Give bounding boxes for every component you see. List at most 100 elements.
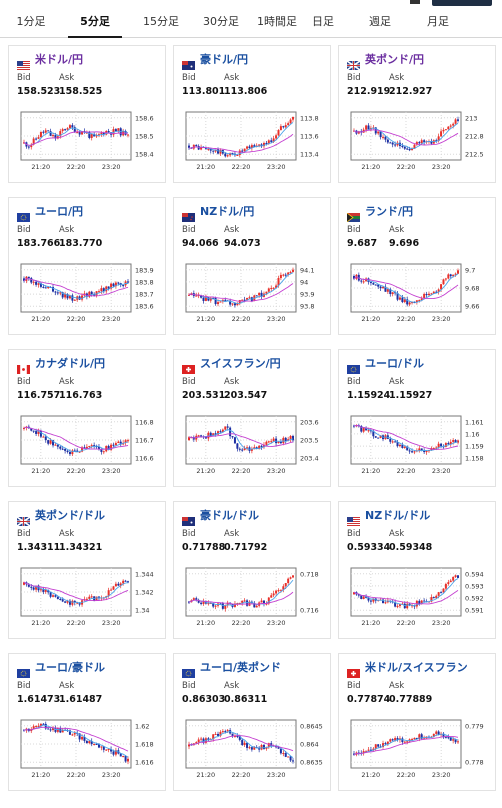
price-chart[interactable]: 1.344 1.342 1.34 21:20 22:20 23:20 bbox=[19, 562, 164, 638]
candle bbox=[81, 736, 84, 740]
y-tick-label: 213 bbox=[465, 114, 477, 122]
pair-card[interactable]: スイスフラン/円 Bid Ask 203.531 203.547 203.6 203.5 20… bbox=[173, 349, 331, 487]
candle bbox=[197, 146, 200, 150]
tab-7[interactable]: 月足 bbox=[427, 15, 449, 28]
y-tick-label: 1.62 bbox=[135, 722, 149, 730]
price-chart[interactable]: 1.161 1.16 1.159 1.158 21:20 22:20 23:20 bbox=[349, 410, 494, 486]
pair-card[interactable]: 米ドル/円 Bid Ask 158.523 158.525 158.6 158.5 158.4… bbox=[8, 45, 166, 183]
candle bbox=[382, 743, 385, 748]
pair-name[interactable]: ユーロ/円 bbox=[35, 205, 84, 218]
candle bbox=[367, 430, 370, 432]
candle bbox=[39, 431, 42, 437]
pair-name[interactable]: ランド/円 bbox=[365, 205, 414, 218]
pair-name[interactable]: ユーロ/豪ドル bbox=[35, 661, 106, 674]
pair-card[interactable]: NZドル/ドル Bid Ask 0.59334 0.59348 0.594 0.593 0.5… bbox=[338, 501, 496, 639]
pair-name[interactable]: ユーロ/ドル bbox=[365, 357, 425, 370]
price-chart[interactable]: 158.6 158.5 158.4 21:20 22:20 23:20 bbox=[19, 106, 164, 182]
pair-card[interactable]: 豪ドル/ドル Bid Ask 0.71788 0.71792 0.718 0.716 21:2… bbox=[173, 501, 331, 639]
ask-value: 212.927 bbox=[389, 86, 433, 97]
pair-name[interactable]: 英ポンド/円 bbox=[365, 53, 425, 66]
tab-3[interactable]: 30分足 bbox=[203, 15, 239, 28]
pair-name[interactable]: スイスフラン/円 bbox=[200, 357, 281, 370]
candle bbox=[246, 600, 249, 606]
pair-card[interactable]: 英ポンド/円 Bid Ask 212.919 212.927 213 212.8 212.5 2… bbox=[338, 45, 496, 183]
price-chart[interactable]: 94.1 94 93.9 93.8 21:20 22:20 23:20 bbox=[184, 258, 329, 334]
candle bbox=[23, 427, 25, 429]
tab-4[interactable]: 1時間足 bbox=[257, 15, 297, 28]
candle bbox=[214, 149, 217, 152]
tab-0[interactable]: 1分足 bbox=[16, 15, 46, 28]
candle bbox=[224, 299, 227, 301]
pair-name[interactable]: 米ドル/円 bbox=[35, 53, 84, 66]
candle bbox=[289, 756, 292, 761]
candle bbox=[457, 575, 459, 578]
pair-card[interactable]: 英ポンド/ドル Bid Ask 1.34311 1.34321 1.344 1.342 1.3… bbox=[8, 501, 166, 639]
candle bbox=[442, 129, 445, 132]
candle bbox=[44, 436, 47, 441]
pair-name[interactable]: NZドル/ドル bbox=[365, 509, 431, 522]
candle bbox=[71, 450, 74, 455]
ma-short-line bbox=[353, 733, 459, 756]
candle bbox=[61, 599, 64, 602]
price-chart[interactable]: 213 212.8 212.5 21:20 22:20 23:20 bbox=[349, 106, 494, 182]
price-chart[interactable]: 0.8645 0.864 0.8635 21:20 22:20 23:20 bbox=[184, 714, 329, 790]
pair-name[interactable]: 米ドル/スイスフラン bbox=[365, 661, 468, 674]
pair-name[interactable]: 豪ドル/ドル bbox=[200, 509, 260, 522]
candle bbox=[61, 129, 64, 132]
pair-card[interactable]: ランド/円 Bid Ask 9.687 9.696 9.7 9.68 9.66 21:20 22:… bbox=[338, 197, 496, 335]
candle bbox=[287, 578, 290, 584]
price-chart[interactable]: 183.9 183.8 183.7 183.6 21:20 22:20 23:20 bbox=[19, 258, 164, 334]
y-tick-label: 0.594 bbox=[465, 570, 484, 578]
pair-name[interactable]: 英ポンド/ドル bbox=[35, 509, 106, 522]
price-chart[interactable]: 203.6 203.5 203.4 21:20 22:20 23:20 bbox=[184, 410, 329, 486]
bid-value: 0.71788 bbox=[182, 542, 226, 553]
candle bbox=[197, 295, 200, 297]
candle bbox=[452, 576, 455, 581]
price-chart[interactable]: 116.8 116.7 116.6 21:20 22:20 23:20 bbox=[19, 410, 164, 486]
price-chart[interactable]: 0.779 0.778 21:20 22:20 23:20 bbox=[349, 714, 494, 790]
candle bbox=[415, 142, 418, 145]
pair-name[interactable]: NZドル/円 bbox=[200, 205, 255, 218]
candle bbox=[64, 294, 67, 298]
candle bbox=[236, 303, 239, 306]
pair-card[interactable]: ユーロ/円 Bid Ask 183.766 183.770 183.9 183.8 183.7… bbox=[8, 197, 166, 335]
tab-5[interactable]: 日足 bbox=[312, 15, 334, 28]
candle bbox=[127, 440, 129, 442]
pair-card[interactable]: ユーロ/ドル Bid Ask 1.15924 1.15927 1.161 1.16 1.159… bbox=[338, 349, 496, 487]
price-chart[interactable]: 113.8 113.6 113.4 21:20 22:20 23:20 bbox=[184, 106, 329, 182]
pair-card[interactable]: ユーロ/豪ドル Bid Ask 1.61473 1.61487 1.62 1.618 1.61… bbox=[8, 653, 166, 791]
pair-card[interactable]: カナダドル/円 Bid Ask 116.757 116.763 116.8 116.7 116… bbox=[8, 349, 166, 487]
price-chart[interactable]: 1.62 1.618 1.616 21:20 22:20 23:20 bbox=[19, 714, 164, 790]
price-chart[interactable]: 0.718 0.716 21:20 22:20 23:20 bbox=[184, 562, 329, 638]
pair-card[interactable]: NZドル/円 Bid Ask 94.066 94.073 94.1 94 93.9 93.8 21… bbox=[173, 197, 331, 335]
tab-6[interactable]: 週足 bbox=[369, 15, 391, 28]
candle bbox=[221, 731, 224, 733]
bid-label: Bid bbox=[182, 225, 196, 235]
pair-card[interactable]: 米ドル/スイスフラン Bid Ask 0.77874 0.77889 0.779 0.778… bbox=[338, 653, 496, 791]
tab-1[interactable]: 5分足 bbox=[68, 8, 122, 38]
pair-header: ユーロ/豪ドル bbox=[17, 660, 106, 678]
candle bbox=[233, 437, 236, 444]
tab-2[interactable]: 15分足 bbox=[143, 15, 179, 28]
pair-name[interactable]: ユーロ/英ポンド bbox=[200, 661, 282, 674]
candle bbox=[444, 129, 447, 131]
ma-long-line bbox=[188, 591, 294, 605]
pair-card[interactable]: 豪ドル/円 Bid Ask 113.801 113.806 113.8 113.6 113.4… bbox=[173, 45, 331, 183]
pair-name[interactable]: 豪ドル/円 bbox=[200, 53, 249, 66]
price-chart[interactable]: 0.594 0.593 0.592 0.591 21:20 22:20 23:20 bbox=[349, 562, 494, 638]
candle bbox=[68, 451, 71, 455]
ma-long-line bbox=[188, 133, 294, 153]
candle bbox=[382, 286, 385, 289]
ma-long-line bbox=[23, 131, 129, 146]
candle bbox=[114, 282, 117, 287]
pair-card[interactable]: ユーロ/英ポンド Bid Ask 0.86303 0.86311 0.8645 0.864 0… bbox=[173, 653, 331, 791]
candle bbox=[442, 279, 445, 285]
candle bbox=[117, 583, 120, 586]
pair-name[interactable]: カナダドル/円 bbox=[35, 357, 106, 370]
candle bbox=[93, 134, 96, 137]
price-chart[interactable]: 9.7 9.68 9.66 21:20 22:20 23:20 bbox=[349, 258, 494, 334]
menu-icon[interactable] bbox=[410, 0, 420, 4]
candle bbox=[117, 282, 120, 284]
candle bbox=[114, 750, 117, 755]
bid-label: Bid bbox=[347, 681, 361, 691]
